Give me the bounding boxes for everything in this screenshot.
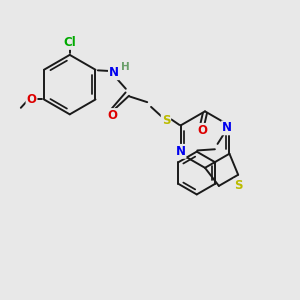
Text: O: O [198, 124, 208, 137]
Text: H: H [122, 62, 130, 72]
Text: S: S [162, 114, 170, 128]
Text: N: N [222, 122, 232, 134]
Text: N: N [109, 66, 119, 79]
Text: O: O [107, 109, 117, 122]
Text: S: S [234, 179, 243, 193]
Text: Cl: Cl [63, 36, 76, 49]
Text: N: N [176, 145, 185, 158]
Text: O: O [26, 93, 37, 106]
